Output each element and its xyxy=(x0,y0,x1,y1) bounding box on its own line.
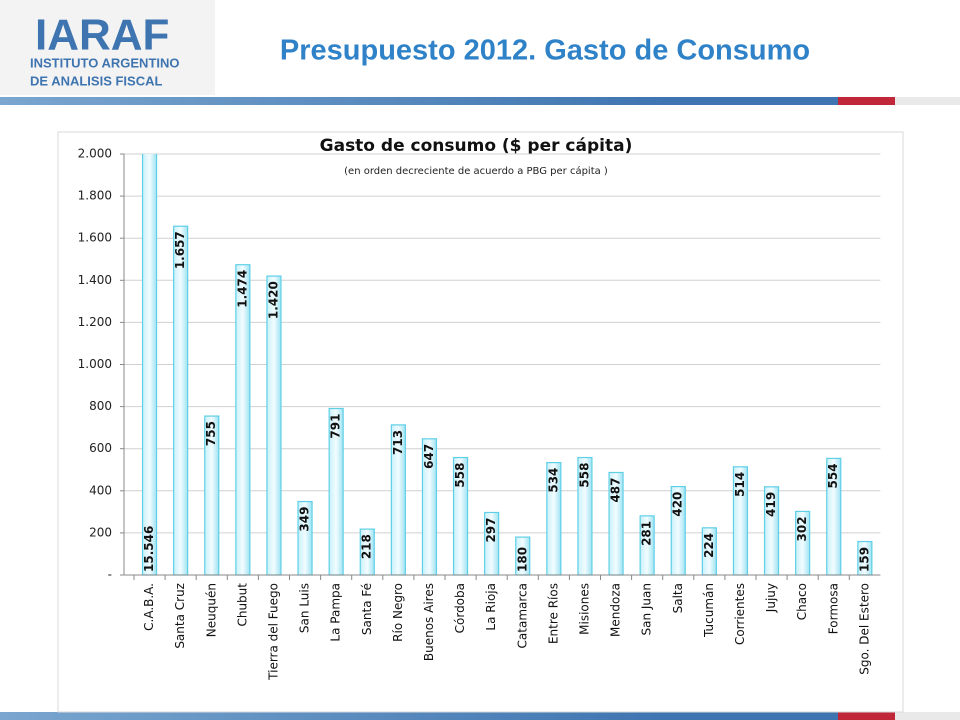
x-tick-label: Tucumán xyxy=(702,583,716,638)
y-tick-label: 1.200 xyxy=(78,315,112,329)
x-tick-label: Córdoba xyxy=(453,583,467,633)
data-label: 302 xyxy=(795,516,809,541)
data-label: 558 xyxy=(577,463,591,488)
x-tick-label: Misiones xyxy=(577,583,591,635)
x-tick-label: Santa Fé xyxy=(360,583,374,635)
x-tick-label: Catamarca xyxy=(515,583,529,648)
x-tick-label: Sgo. Del Estero xyxy=(857,583,871,675)
x-tick-label: Río Negro xyxy=(391,583,405,642)
data-label: 297 xyxy=(484,517,498,542)
data-label: 791 xyxy=(329,413,343,438)
x-tick-label: Formosa xyxy=(826,583,840,634)
stripe xyxy=(895,712,960,720)
stripe xyxy=(0,712,838,720)
bar xyxy=(235,264,251,576)
data-label: 755 xyxy=(204,421,218,446)
data-label: 419 xyxy=(764,492,778,517)
data-label: 180 xyxy=(515,547,529,572)
x-tick-label: Salta xyxy=(671,583,685,613)
data-label: 534 xyxy=(546,468,560,493)
x-tick-label: Chaco xyxy=(795,583,809,620)
data-label: 15.546 xyxy=(142,526,156,572)
y-tick-label: - xyxy=(108,568,112,582)
y-tick-label: 1.000 xyxy=(78,357,112,371)
x-tick-label: C.A.B.A. xyxy=(142,583,156,631)
x-tick-label: Jujuy xyxy=(764,583,778,613)
y-tick-label: 2.000 xyxy=(78,147,112,161)
x-tick-label: Tierra del Fuego xyxy=(266,583,280,681)
bar xyxy=(266,275,282,576)
x-tick-label: San Juan xyxy=(640,583,654,636)
data-label: 554 xyxy=(826,463,840,488)
x-tick-label: Corrientes xyxy=(733,583,747,645)
y-tick-label: 800 xyxy=(89,399,112,413)
logo-line: INSTITUTO ARGENTINO xyxy=(30,55,180,70)
x-tick-label: San Luis xyxy=(298,583,312,633)
stripe xyxy=(838,97,895,105)
data-label: 218 xyxy=(360,534,374,559)
data-label: 349 xyxy=(298,507,312,532)
x-tick-label: La Rioja xyxy=(484,583,498,631)
y-tick-label: 1.600 xyxy=(78,231,112,245)
data-label: 159 xyxy=(857,547,871,572)
logo-line: DE ANALISIS FISCAL xyxy=(30,73,162,88)
chart-frame xyxy=(57,131,904,713)
x-tick-label: Chubut xyxy=(235,583,249,627)
data-label: 514 xyxy=(733,472,747,497)
data-label: 420 xyxy=(671,492,685,517)
data-label: 558 xyxy=(453,463,467,488)
slide-title: Presupuesto 2012. Gasto de Consumo xyxy=(280,35,810,67)
data-label: 1.420 xyxy=(266,281,280,319)
data-label: 647 xyxy=(422,444,436,469)
data-label: 713 xyxy=(391,430,405,455)
y-tick-label: 1.800 xyxy=(78,189,112,203)
y-tick-label: 1.400 xyxy=(78,273,112,287)
stripe xyxy=(895,97,960,105)
x-tick-label: La Pampa xyxy=(329,583,343,642)
data-label: 1.657 xyxy=(173,231,187,269)
data-label: 224 xyxy=(702,533,716,558)
chart-title: Gasto de consumo ($ per cápita) xyxy=(320,136,633,156)
x-tick-label: Neuquén xyxy=(204,583,218,637)
x-tick-label: Santa Cruz xyxy=(173,583,187,649)
data-label: 487 xyxy=(609,477,623,502)
x-tick-label: Mendoza xyxy=(609,583,623,637)
y-tick-label: 400 xyxy=(89,483,112,497)
chart-subtitle: (en orden decreciente de acuerdo a PBG p… xyxy=(344,165,608,177)
bar xyxy=(173,225,189,576)
stripe xyxy=(0,97,838,105)
y-tick-label: 600 xyxy=(89,441,112,455)
stripe xyxy=(838,712,895,720)
data-label: 1.474 xyxy=(235,270,249,308)
x-tick-label: Entre Ríos xyxy=(546,583,560,644)
logo: IARAF xyxy=(35,11,169,60)
x-tick-label: Buenos Aires xyxy=(422,583,436,661)
logo-bg xyxy=(0,0,215,95)
data-label: 281 xyxy=(640,521,654,546)
y-tick-label: 200 xyxy=(89,525,112,539)
bars xyxy=(141,154,873,576)
